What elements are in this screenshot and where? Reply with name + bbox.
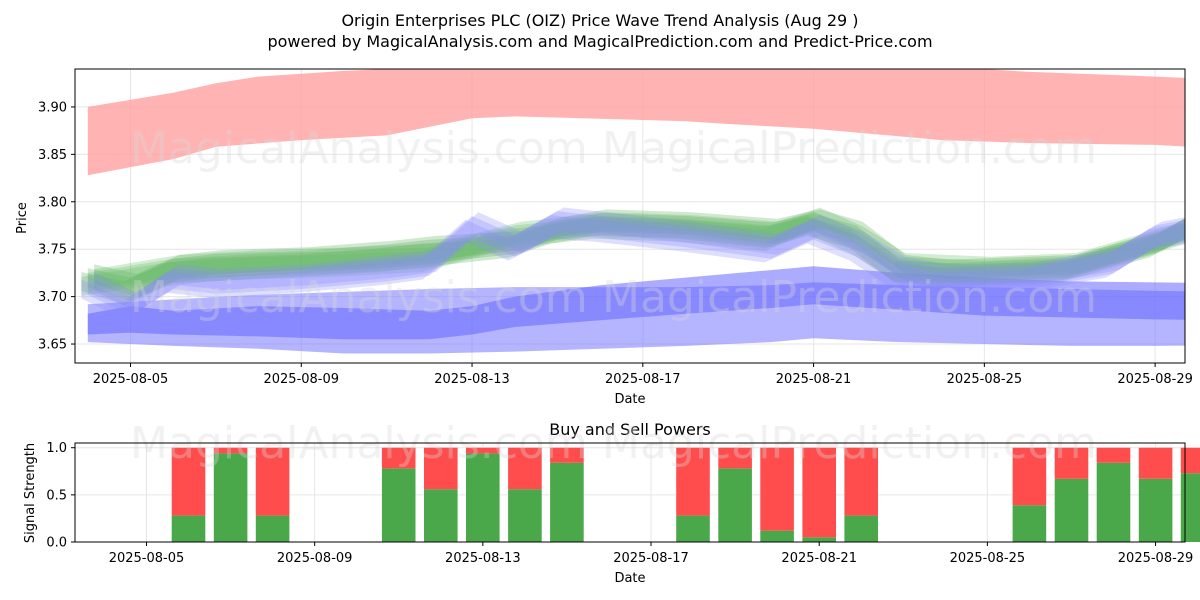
bottom-x-tick-label: 2025-08-29 xyxy=(1118,551,1194,566)
top-y-axis-label: Price xyxy=(15,202,30,234)
band-blue-wave-band-layer-2 xyxy=(81,215,1185,320)
buy-bar xyxy=(255,515,290,542)
top-x-tick-label: 2025-08-17 xyxy=(605,372,681,387)
bottom-x-tick-label: 2025-08-09 xyxy=(277,551,353,566)
buy-bar xyxy=(1096,462,1131,542)
bottom-y-tick-label: 0.0 xyxy=(46,536,67,551)
sell-bar xyxy=(802,447,836,538)
buy-bar xyxy=(466,453,500,542)
top-x-tick-label: 2025-08-21 xyxy=(776,372,852,387)
sell-bar xyxy=(508,447,542,490)
buy-bar xyxy=(1180,473,1200,542)
bottom-x-tick-label: 2025-08-21 xyxy=(781,551,857,566)
sell-bar xyxy=(381,447,416,469)
top-x-axis-label: Date xyxy=(614,392,645,407)
band-upper-red-band-layer-0 xyxy=(87,69,1185,176)
buy-bar xyxy=(1054,478,1089,542)
sell-bar xyxy=(550,447,584,463)
top-y-tick-label: 3.85 xyxy=(38,148,67,163)
sell-bar xyxy=(424,447,458,490)
buy-bar xyxy=(550,462,584,542)
sell-bar xyxy=(1180,447,1200,474)
bottom-x-tick-label: 2025-08-05 xyxy=(109,551,185,566)
watermark-left-top: MagicalAnalysis.com xyxy=(130,123,588,174)
watermark-left-mid: MagicalAnalysis.com xyxy=(130,272,588,323)
top-x-tick-label: 2025-08-25 xyxy=(947,372,1023,387)
bottom-x-axis-label: Date xyxy=(614,571,645,586)
band-green-band-1-layer-1 xyxy=(94,209,1185,298)
top-y-tick-label: 3.70 xyxy=(38,290,67,305)
top-axes: 2025-08-05 2025-08-09 2025-08-13 2025-08-17… xyxy=(38,100,1193,387)
band-green-band-2-layer-1 xyxy=(94,207,1185,289)
buy-bar xyxy=(213,453,248,542)
buy-bar xyxy=(381,468,416,542)
bottom-y-tick-label: 1.0 xyxy=(46,441,67,456)
buy-bar xyxy=(508,489,542,542)
top-x-tick-label: 2025-08-05 xyxy=(93,372,169,387)
buy-bar xyxy=(802,537,836,542)
buy-bar xyxy=(760,530,794,542)
bottom-plot-frame xyxy=(74,442,1186,543)
bottom-y-tick-label: 0.5 xyxy=(46,488,67,503)
bottom-x-tick-label: 2025-08-25 xyxy=(950,551,1026,566)
buy-bar xyxy=(424,489,458,542)
buy-sell-panel: Buy and Sell Powers MagicalAnalysis.com … xyxy=(23,418,1200,586)
buy-bar xyxy=(844,515,878,542)
band-lower-blue-band-2-layer-0 xyxy=(87,266,1185,340)
buy-bar xyxy=(1138,478,1173,542)
top-y-tick-label: 3.75 xyxy=(38,243,67,258)
buy-bar xyxy=(676,515,710,542)
buy-bar xyxy=(1012,505,1047,542)
top-y-tick-label: 3.90 xyxy=(38,100,67,115)
watermark-right-mid: MagicalPrediction.com xyxy=(602,272,1097,323)
buy-bar xyxy=(171,515,206,542)
buy-bar xyxy=(718,468,752,542)
top-plot-frame xyxy=(74,68,1186,364)
watermark-right-top: MagicalPrediction.com xyxy=(602,123,1097,174)
sell-bar xyxy=(213,447,248,454)
sell-bar xyxy=(466,447,500,454)
band-green-band-2-layer-0 xyxy=(87,211,1185,292)
band-green-band-2-layer-2 xyxy=(81,215,1185,296)
sell-bar xyxy=(1012,447,1047,506)
sell-bar xyxy=(255,447,290,516)
buy-sell-bars xyxy=(171,447,1200,542)
bottom-chart-title: Buy and Sell Powers xyxy=(549,420,711,439)
chart-title-line1: Origin Enterprises PLC (OIZ) Price Wave … xyxy=(341,11,858,30)
band-blue-wave-band-layer-0 xyxy=(87,211,1185,316)
top-y-tick-label: 3.65 xyxy=(38,338,67,353)
sell-bar xyxy=(760,447,794,531)
bottom-axes: 2025-08-05 2025-08-09 2025-08-13 2025-08-17… xyxy=(46,441,1193,566)
top-x-tick-label: 2025-08-29 xyxy=(1117,372,1193,387)
price-wave-panel: MagicalAnalysis.com MagicalPrediction.co… xyxy=(15,68,1193,407)
band-green-band-1-layer-0 xyxy=(87,213,1185,302)
top-y-tick-label: 3.80 xyxy=(38,195,67,210)
band-green-band-1-layer-2 xyxy=(81,216,1185,306)
sell-bar xyxy=(171,447,206,516)
sell-bar xyxy=(844,447,878,516)
bottom-y-axis-label: Signal Strength xyxy=(23,443,38,543)
bottom-x-tick-label: 2025-08-17 xyxy=(613,551,689,566)
sell-bar xyxy=(676,447,710,516)
sell-bar xyxy=(1054,447,1089,479)
top-x-tick-label: 2025-08-09 xyxy=(263,372,339,387)
band-blue-wave-band-layer-1 xyxy=(94,207,1185,312)
sell-bar xyxy=(1138,447,1173,479)
price-bands xyxy=(81,69,1185,354)
top-x-tick-label: 2025-08-13 xyxy=(434,372,510,387)
sell-bar xyxy=(718,447,752,469)
chart-title-line2: powered by MagicalAnalysis.com and Magic… xyxy=(267,32,932,51)
bottom-x-tick-label: 2025-08-13 xyxy=(445,551,521,566)
sell-bar xyxy=(1096,447,1131,463)
